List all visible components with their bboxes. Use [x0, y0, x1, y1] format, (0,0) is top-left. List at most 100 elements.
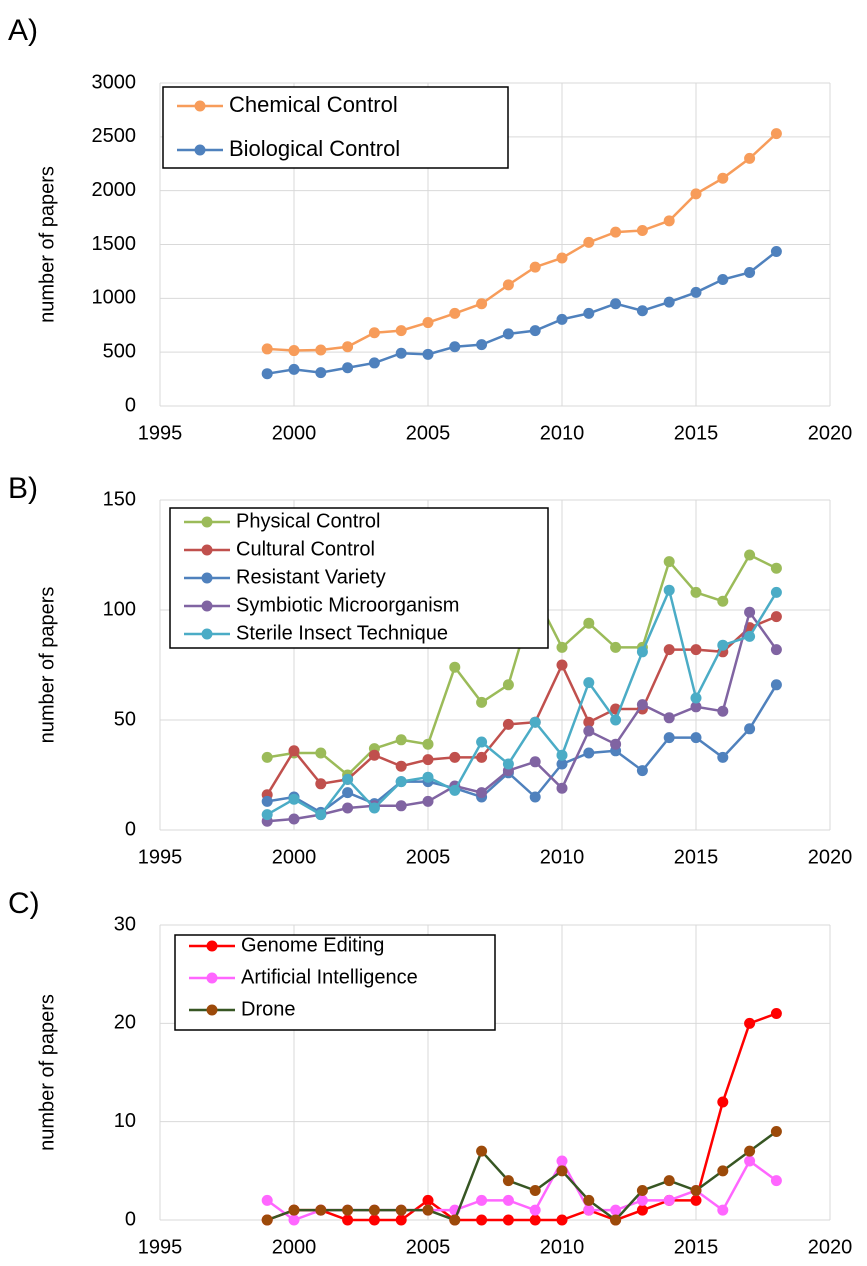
data-point — [690, 286, 702, 298]
data-point — [476, 1214, 488, 1226]
legend-label: Artificial Intelligence — [241, 966, 418, 988]
data-point — [368, 749, 380, 761]
data-point — [315, 367, 327, 379]
x-tick-label: 2015 — [674, 1236, 719, 1258]
data-point — [422, 754, 434, 766]
data-point — [744, 1155, 756, 1167]
data-point — [556, 1165, 568, 1177]
data-point — [288, 345, 300, 357]
data-point — [663, 584, 675, 596]
y-axis-label: number of papers — [36, 166, 58, 323]
data-point — [636, 699, 648, 711]
data-point — [288, 1214, 300, 1226]
data-point — [690, 732, 702, 744]
data-point — [315, 344, 327, 356]
data-point — [288, 1204, 300, 1216]
data-point — [449, 784, 461, 796]
data-point — [663, 644, 675, 656]
y-tick-label: 1000 — [92, 287, 137, 309]
x-tick-label: 2000 — [272, 1236, 317, 1258]
data-point — [610, 1204, 622, 1216]
data-point — [690, 586, 702, 598]
data-point — [342, 802, 354, 814]
data-point — [556, 252, 568, 264]
data-point — [315, 1204, 327, 1216]
data-point — [717, 1096, 729, 1108]
data-point — [315, 747, 327, 759]
legend-label: Symbiotic Microorganism — [236, 594, 459, 616]
data-point — [717, 1165, 729, 1177]
y-tick-label: 150 — [103, 488, 136, 510]
data-point — [770, 586, 782, 598]
data-point — [690, 701, 702, 713]
data-point — [663, 732, 675, 744]
data-point — [636, 1204, 648, 1216]
data-point — [395, 347, 407, 359]
data-point — [502, 758, 514, 770]
data-point — [556, 758, 568, 770]
data-point — [502, 1214, 514, 1226]
data-point — [529, 261, 541, 273]
x-tick-label: 1995 — [138, 1236, 183, 1258]
data-point — [529, 716, 541, 728]
data-point — [502, 679, 514, 691]
data-point — [261, 809, 273, 821]
data-point — [395, 734, 407, 746]
data-point — [636, 225, 648, 237]
y-tick-label: 50 — [114, 708, 136, 730]
data-point — [610, 738, 622, 750]
data-point — [610, 298, 622, 310]
legend-label: Drone — [241, 998, 295, 1020]
data-point — [556, 1155, 568, 1167]
data-point — [476, 751, 488, 763]
legend-box — [174, 934, 496, 1031]
data-point — [261, 795, 273, 807]
data-point — [663, 1175, 675, 1187]
data-point — [342, 341, 354, 353]
data-point — [261, 1214, 273, 1226]
data-point — [717, 595, 729, 607]
data-point — [476, 787, 488, 799]
data-point — [663, 1194, 675, 1206]
data-point — [583, 236, 595, 248]
data-point — [368, 802, 380, 814]
data-point — [744, 723, 756, 735]
data-point — [556, 313, 568, 325]
data-point — [744, 630, 756, 642]
data-point — [288, 745, 300, 757]
data-point — [717, 751, 729, 763]
data-point — [770, 679, 782, 691]
data-point — [422, 317, 434, 329]
data-point — [449, 1214, 461, 1226]
x-tick-label: 2010 — [540, 422, 585, 444]
y-tick-label: 3000 — [92, 71, 137, 93]
x-tick-label: 2005 — [406, 846, 451, 868]
data-point — [261, 751, 273, 763]
data-point — [261, 1194, 273, 1206]
data-point — [342, 1214, 354, 1226]
x-tick-label: 2015 — [674, 422, 719, 444]
data-point — [395, 760, 407, 772]
data-point — [449, 307, 461, 319]
data-point — [744, 266, 756, 278]
data-point — [610, 714, 622, 726]
y-axis-label: number of papers — [36, 994, 58, 1151]
data-point — [690, 1194, 702, 1206]
panel: B) number of papers 0 50 100 150 1995 2000 2005 2… — [8, 472, 852, 868]
y-tick-label: 500 — [103, 340, 136, 362]
data-point — [422, 348, 434, 360]
x-tick-label: 2020 — [808, 422, 853, 444]
y-tick-label: 100 — [103, 598, 136, 620]
data-point — [529, 1214, 541, 1226]
legend-label: Genome Editing — [241, 934, 384, 956]
data-point — [717, 639, 729, 651]
data-point — [368, 1204, 380, 1216]
data-point — [395, 1204, 407, 1216]
data-point — [422, 738, 434, 750]
data-point — [556, 749, 568, 761]
data-point — [288, 793, 300, 805]
data-point — [502, 718, 514, 730]
data-point — [636, 1194, 648, 1206]
